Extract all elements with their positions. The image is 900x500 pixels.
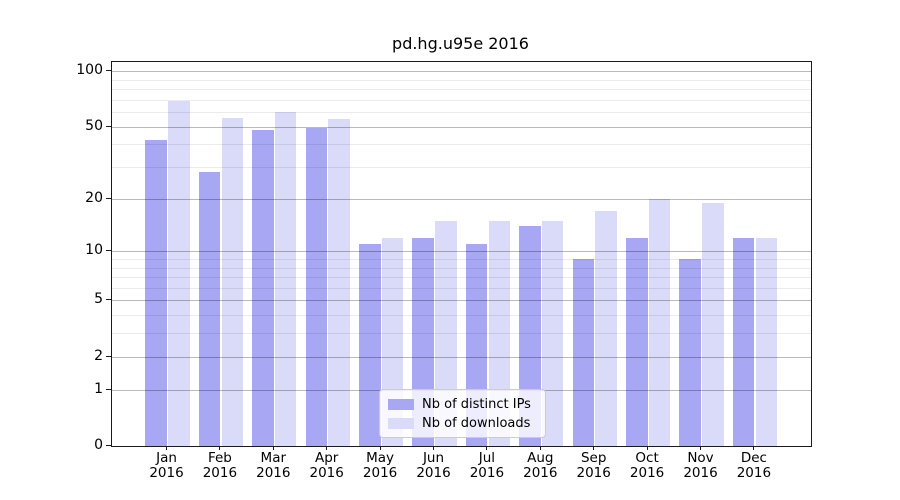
legend-item-distinct-ips: Nb of distinct IPs bbox=[388, 397, 545, 412]
x-tick-label-may: May 2016 bbox=[362, 450, 398, 481]
gridline-minor bbox=[112, 167, 811, 168]
bar-nb-of-distinct-ips-mar bbox=[252, 129, 274, 446]
bar-nb-of-downloads-apr bbox=[328, 119, 350, 446]
x-tick-mark bbox=[219, 446, 221, 450]
legend-label-downloads: Nb of downloads bbox=[422, 415, 531, 431]
bar-nb-of-distinct-ips-feb bbox=[198, 172, 221, 446]
bar-nb-of-distinct-ips-apr bbox=[305, 128, 328, 446]
x-tick-label-apr: Apr 2016 bbox=[309, 450, 344, 481]
chart-title: pd.hg.u95e 2016 bbox=[392, 34, 529, 53]
bar-nb-of-downloads-dec bbox=[755, 237, 777, 446]
x-tick-mark bbox=[486, 446, 488, 450]
x-tick-label-feb: Feb 2016 bbox=[202, 450, 238, 481]
x-tick-mark bbox=[700, 446, 701, 450]
y-tick-mark bbox=[106, 250, 111, 252]
bar-nb-of-downloads-oct bbox=[648, 198, 671, 446]
gridline-minor bbox=[112, 258, 811, 260]
x-tick-label-jun: Jun 2016 bbox=[416, 450, 451, 481]
bar-nb-of-distinct-ips-jan bbox=[145, 140, 167, 446]
gridline-minor bbox=[112, 333, 811, 335]
x-tick-label-oct: Oct 2016 bbox=[629, 450, 665, 481]
gridline-major bbox=[112, 356, 811, 358]
x-tick-mark bbox=[326, 446, 328, 450]
bar-nb-of-downloads-mar bbox=[274, 112, 297, 446]
legend-swatch-downloads bbox=[388, 417, 414, 429]
bar-nb-of-downloads-feb bbox=[221, 117, 243, 446]
gridline-major bbox=[112, 71, 811, 73]
y-tick-mark bbox=[106, 355, 111, 357]
gridline-minor bbox=[112, 315, 811, 317]
bar-nb-of-downloads-jan bbox=[168, 100, 190, 446]
gridline-major bbox=[112, 126, 811, 128]
x-tick-label-jul: Jul 2016 bbox=[469, 450, 505, 481]
bar-nb-of-downloads-aug bbox=[541, 220, 564, 446]
x-tick-label-jan: Jan 2016 bbox=[149, 450, 184, 481]
legend-label-distinct-ips: Nb of distinct IPs bbox=[422, 396, 531, 412]
y-tick-mark bbox=[106, 125, 111, 127]
y-tick-label-50: 50 bbox=[85, 117, 103, 134]
x-tick-mark bbox=[753, 446, 755, 450]
x-tick-label-sep: Sep 2016 bbox=[576, 450, 611, 481]
gridline-major bbox=[112, 198, 811, 200]
gridline-minor bbox=[112, 267, 811, 269]
y-tick-mark bbox=[106, 445, 111, 446]
x-tick-label-nov: Nov 2016 bbox=[683, 450, 718, 481]
bar-nb-of-downloads-nov bbox=[702, 202, 724, 446]
y-tick-mark bbox=[106, 388, 111, 390]
legend-swatch-distinct-ips bbox=[388, 398, 414, 410]
gridline-major bbox=[112, 251, 811, 253]
bar-nb-of-distinct-ips-may bbox=[359, 244, 381, 446]
gridline-minor bbox=[112, 99, 811, 101]
y-tick-label-2: 2 bbox=[94, 347, 103, 364]
y-tick-label-1: 1 bbox=[94, 380, 103, 397]
gridline-minor bbox=[112, 79, 811, 81]
x-tick-mark bbox=[166, 446, 167, 450]
x-tick-label-mar: Mar 2016 bbox=[256, 450, 291, 481]
y-tick-mark bbox=[106, 299, 111, 301]
x-tick-mark bbox=[593, 446, 595, 450]
gridline-minor bbox=[112, 112, 811, 114]
bar-nb-of-distinct-ips-dec bbox=[732, 237, 755, 446]
x-tick-mark bbox=[272, 446, 274, 450]
gridline-minor bbox=[112, 287, 811, 289]
x-tick-mark bbox=[539, 446, 541, 450]
y-tick-mark bbox=[106, 70, 111, 72]
y-tick-label-10: 10 bbox=[85, 242, 103, 259]
y-tick-label-0: 0 bbox=[94, 437, 103, 453]
x-tick-label-aug: Aug 2016 bbox=[523, 450, 558, 481]
bar-nb-of-distinct-ips-nov bbox=[679, 258, 701, 446]
y-tick-mark bbox=[106, 197, 111, 199]
x-tick-mark bbox=[379, 446, 381, 450]
legend-item-downloads: Nb of downloads bbox=[388, 416, 545, 431]
y-tick-label-100: 100 bbox=[76, 62, 103, 79]
plot-area: Nb of distinct IPs Nb of downloads bbox=[111, 61, 812, 447]
x-tick-label-dec: Dec 2016 bbox=[736, 450, 772, 481]
bar-nb-of-distinct-ips-sep bbox=[572, 258, 595, 446]
y-tick-label-20: 20 bbox=[85, 189, 103, 206]
bar-nb-of-downloads-sep bbox=[595, 211, 617, 446]
gridline-minor bbox=[112, 89, 811, 90]
bar-nb-of-distinct-ips-oct bbox=[626, 237, 648, 446]
y-tick-label-5: 5 bbox=[94, 291, 103, 308]
gridline-major bbox=[112, 300, 811, 302]
gridline-minor bbox=[112, 144, 811, 146]
legend: Nb of distinct IPs Nb of downloads bbox=[379, 389, 546, 438]
x-tick-mark bbox=[646, 446, 648, 450]
x-tick-mark bbox=[433, 446, 434, 450]
gridline-minor bbox=[112, 277, 811, 279]
